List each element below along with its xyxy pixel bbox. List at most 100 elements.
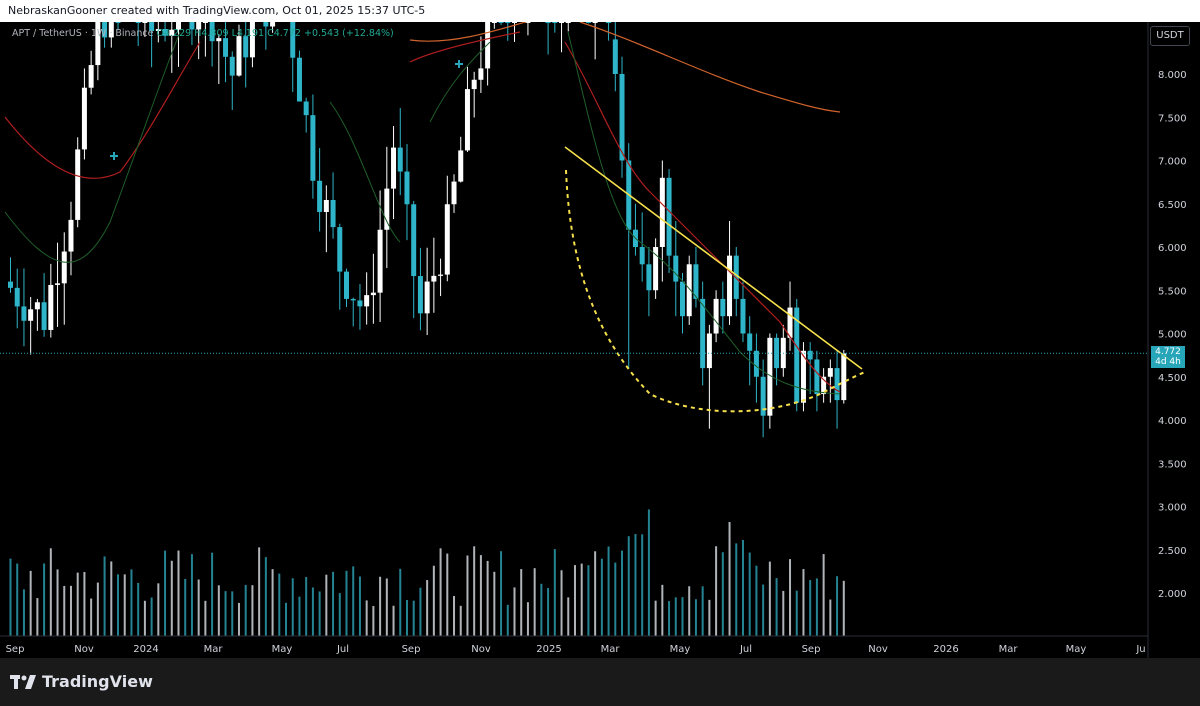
candle-body <box>108 22 114 38</box>
volume-bar <box>130 569 133 636</box>
legend-open: O4.229 <box>156 28 192 39</box>
chart-area[interactable]: 8.000 7.500 7.000 6.500 6.000 5.500 5.000 4.500… <box>0 11 1200 658</box>
volume-bar <box>150 597 153 636</box>
volume-bar <box>170 560 173 636</box>
volume-bar <box>735 543 738 636</box>
volume-bar <box>466 555 469 636</box>
time-tick-label: May <box>272 644 293 655</box>
volume-bar <box>493 571 496 636</box>
volume-bar <box>36 598 39 636</box>
volume-bar <box>674 597 677 636</box>
candle-body <box>55 283 61 285</box>
volume-bar <box>560 570 563 636</box>
tradingview-logo[interactable]: TradingView <box>10 672 153 691</box>
volume-bar <box>775 578 778 636</box>
price-tick-label: 6.500 <box>1158 200 1187 211</box>
legend-high: H4.809 <box>194 28 229 39</box>
volume-bar <box>829 599 832 636</box>
candle-body <box>28 309 34 321</box>
price-tick-label: 4.500 <box>1158 373 1187 384</box>
volume-bar <box>762 584 765 636</box>
volume-bar <box>76 572 79 636</box>
candle-body <box>209 22 215 42</box>
volume-bar <box>9 558 12 636</box>
candle-body <box>438 274 444 276</box>
volume-bar <box>258 547 261 636</box>
last-price-tag: 4.772 4d 4h <box>1151 346 1185 368</box>
candle-body <box>330 200 336 228</box>
candle-body <box>753 350 759 377</box>
time-tick-label: Jul <box>739 644 752 655</box>
volume-bar <box>392 605 395 636</box>
candle-body <box>673 255 679 282</box>
candle-body <box>491 22 497 23</box>
candle-body <box>88 65 94 88</box>
volume-bar <box>405 600 408 636</box>
volume-bar <box>741 540 744 636</box>
candle-body <box>196 22 202 30</box>
candle-body <box>767 337 773 416</box>
volume-bar <box>190 554 193 636</box>
candle-body <box>411 204 417 277</box>
volume-bar <box>553 549 556 636</box>
candle-body <box>431 275 437 282</box>
symbol-legend[interactable]: APT / TetherUS · 1W · Binance O4.229 H4.… <box>12 28 394 39</box>
price-tick-label: 4.000 <box>1158 416 1187 427</box>
currency-button[interactable]: USDT <box>1150 26 1190 46</box>
candle-body <box>397 147 403 172</box>
candle-body <box>485 22 491 69</box>
candle-body <box>317 180 323 212</box>
volume-bar <box>728 521 731 636</box>
candle-body <box>559 22 565 23</box>
legend-exchange: Binance <box>115 28 154 39</box>
candle-body <box>95 22 101 66</box>
candle-body <box>417 276 423 314</box>
time-tick-label: 2024 <box>133 644 158 655</box>
legend-interval: 1W <box>90 28 107 39</box>
price-tick-label: 5.500 <box>1158 286 1187 297</box>
volume-bar <box>83 571 86 636</box>
volume-bar <box>365 600 368 636</box>
candle-body <box>377 229 383 293</box>
volume-bar <box>540 583 543 636</box>
time-tick-label: May <box>670 644 691 655</box>
volume-bar <box>22 589 25 636</box>
candle-body <box>424 281 430 314</box>
volume-bar <box>627 536 630 636</box>
volume-bar <box>352 566 355 636</box>
volume-bar <box>506 604 509 636</box>
volume-bar <box>96 582 99 636</box>
volume-bar <box>56 569 59 636</box>
volume-bar <box>177 550 180 636</box>
candle-body <box>14 287 20 307</box>
candlestick-chart[interactable]: 8.000 7.500 7.000 6.500 6.000 5.500 5.000 4.500… <box>0 11 1200 658</box>
volume-bar <box>842 580 845 636</box>
volume-bar <box>379 576 382 636</box>
volume-bar <box>815 578 818 636</box>
candle-body <box>323 200 329 212</box>
volume-bar <box>755 565 758 636</box>
tradingview-logo-icon <box>10 674 36 689</box>
candle-body <box>727 255 733 317</box>
candle-body <box>720 298 726 317</box>
time-tick-label: Nov <box>74 644 94 655</box>
candle-body <box>612 39 618 74</box>
volume-bar <box>49 548 52 636</box>
volume-bar <box>251 585 254 636</box>
volume-bar <box>708 599 711 636</box>
volume-bar <box>345 570 348 636</box>
volume-bar <box>143 600 146 636</box>
volume-bar <box>748 552 751 636</box>
volume-bar <box>822 554 825 636</box>
volume-bar <box>573 565 576 636</box>
volume-bar <box>432 565 435 636</box>
candle-body <box>310 115 316 181</box>
candle-body <box>81 87 87 150</box>
candle-body <box>619 74 625 161</box>
volume-bar <box>701 586 704 636</box>
candle-body <box>384 188 390 230</box>
volume-bar <box>110 561 113 636</box>
volume-bar <box>614 562 617 636</box>
volume-bar <box>567 597 570 636</box>
candle-body <box>34 302 40 310</box>
